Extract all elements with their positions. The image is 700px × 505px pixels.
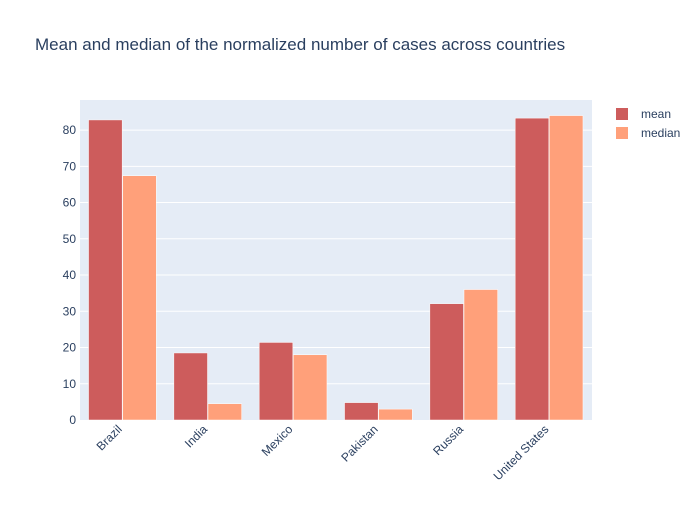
y-tick-label: 80 <box>63 123 77 137</box>
y-tick-label: 60 <box>63 196 77 210</box>
bar-median-united-states[interactable] <box>549 115 584 421</box>
legend-label-median[interactable]: median <box>641 126 680 140</box>
bars <box>88 115 584 421</box>
y-tick-label: 30 <box>63 304 77 318</box>
bar-median-brazil[interactable] <box>122 175 157 421</box>
x-tick-label: Brazil <box>94 422 125 453</box>
y-axis-ticks: 0 10 20 30 40 50 60 70 80 <box>63 123 77 427</box>
y-tick-label: 50 <box>63 232 77 246</box>
x-tick-label: Mexico <box>259 422 296 459</box>
bar-median-pakistan[interactable] <box>378 408 413 421</box>
bar-mean-united-states[interactable] <box>514 117 550 421</box>
x-tick-label: Pakistan <box>338 422 380 464</box>
y-tick-label: 40 <box>63 268 77 282</box>
bar-median-india[interactable] <box>207 403 242 421</box>
x-tick-label: India <box>182 422 211 451</box>
bar-mean-mexico[interactable] <box>258 342 294 421</box>
legend-swatch-mean[interactable] <box>616 108 628 120</box>
bar-mean-russia[interactable] <box>429 303 464 421</box>
bar-mean-brazil[interactable] <box>88 119 123 421</box>
x-axis-ticks: Brazil India Mexico Pakistan Russia United St… <box>94 422 552 483</box>
x-tick-label: Russia <box>430 422 466 458</box>
bar-mean-pakistan[interactable] <box>344 402 379 421</box>
y-tick-label: 70 <box>63 159 77 173</box>
plot-area <box>80 100 592 420</box>
legend[interactable]: mean median <box>616 107 680 140</box>
y-tick-label: 20 <box>63 341 77 355</box>
gridlines <box>80 129 592 385</box>
legend-swatch-median[interactable] <box>616 127 628 139</box>
y-tick-label: 0 <box>69 413 76 427</box>
bar-median-russia[interactable] <box>463 289 498 421</box>
legend-label-mean[interactable]: mean <box>641 107 671 121</box>
y-tick-label: 10 <box>63 377 77 391</box>
bar-median-mexico[interactable] <box>293 354 328 421</box>
chart-title: Mean and median of the normalized number… <box>35 35 565 54</box>
bar-mean-india[interactable] <box>173 352 208 421</box>
x-tick-label: United States <box>491 422 552 483</box>
